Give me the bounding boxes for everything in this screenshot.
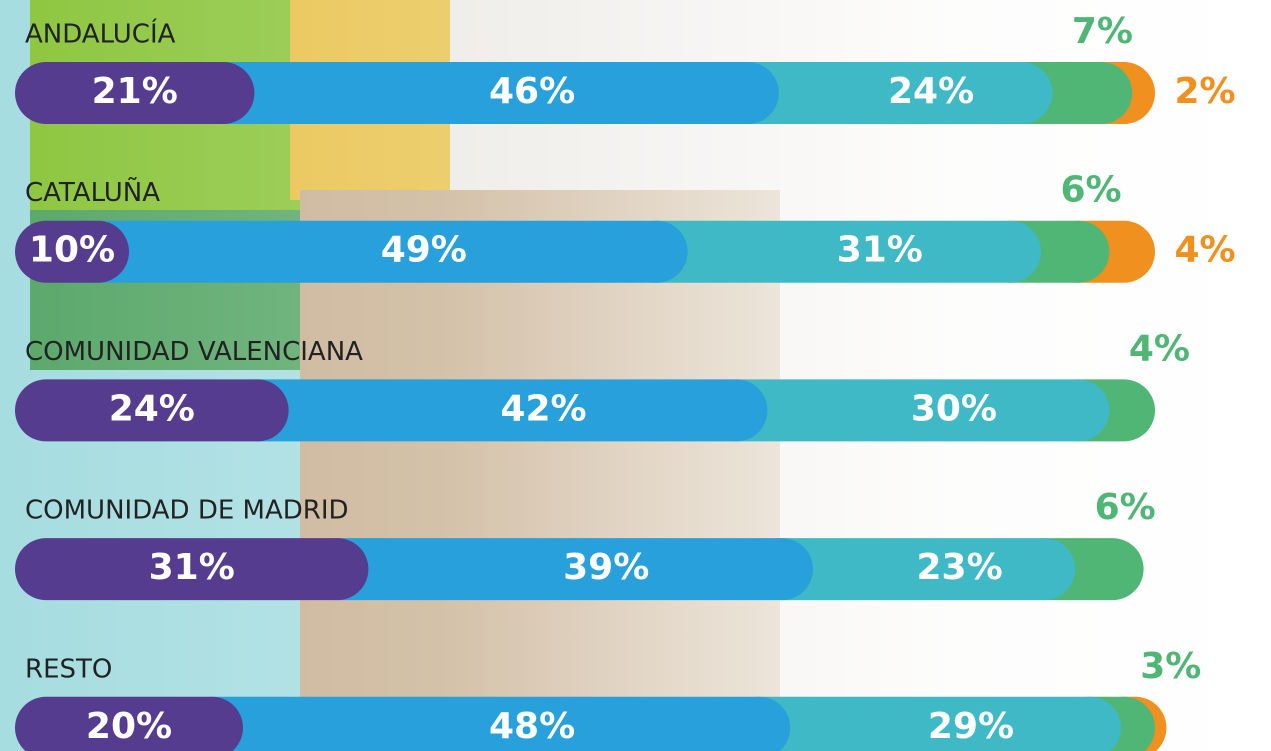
value-label: 7% [1072,11,1133,52]
value-label: 24% [109,388,195,429]
bar-segment [192,62,779,124]
value-label: 3% [1140,646,1201,687]
value-label: 24% [888,71,974,112]
value-label: 20% [86,706,172,747]
value-label: 42% [500,388,586,429]
value-label: 46% [489,71,575,112]
value-label: 23% [917,547,1003,588]
value-label: 31% [149,547,235,588]
value-label: 6% [1095,487,1156,528]
category-label: COMUNIDAD VALENCIANA [25,337,363,367]
value-label: 2% [1174,71,1235,112]
bar-segment [728,696,1121,751]
value-label: 21% [92,71,178,112]
bar-segment [306,538,813,601]
bar-segment [15,220,129,283]
bar-segment [226,379,768,442]
bar-segment [15,696,243,751]
bar-segment [15,62,255,124]
value-label: 39% [563,547,649,588]
bar-segment [716,62,1053,124]
bar-segment [15,379,289,442]
value-label: 31% [837,230,923,271]
value-label: 29% [928,706,1014,747]
bar-segment [625,220,1041,283]
value-label: 6% [1060,170,1121,211]
category-label: ANDALUCÍA [25,18,176,50]
value-label: 30% [911,388,997,429]
category-label: RESTO [25,654,112,684]
bar-segment [751,538,1076,601]
bar-segment [181,696,791,751]
value-label: 4% [1174,230,1235,271]
value-label: 4% [1129,328,1190,369]
bar-segment [15,538,369,601]
bar-segment [67,220,688,283]
value-label: 48% [489,706,575,747]
category-label: CATALUÑA [25,176,160,208]
value-label: 10% [29,230,115,271]
bar-segment [705,379,1110,442]
value-label: 49% [381,230,467,271]
category-label: COMUNIDAD DE MADRID [25,496,349,526]
